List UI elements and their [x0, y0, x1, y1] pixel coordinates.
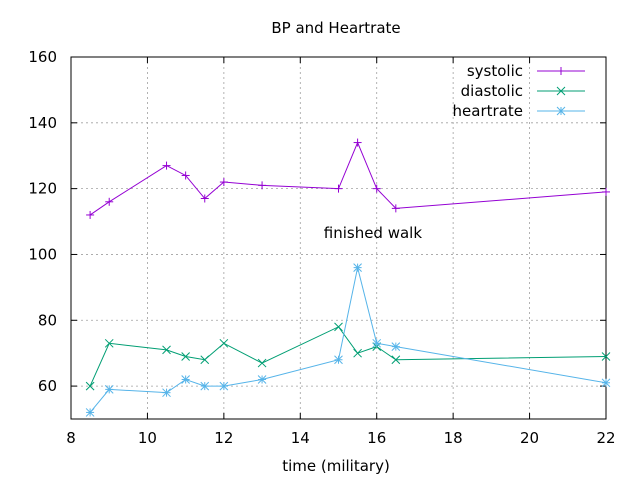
x-tick-label: 16 [367, 429, 386, 447]
data-point-heartrate [104, 385, 114, 394]
annotations: finished walk [324, 224, 423, 242]
data-point-diastolic [200, 355, 210, 365]
legend-label-heartrate: heartrate [453, 102, 523, 120]
y-axis: 60 80 100 120 140 160 [28, 48, 606, 395]
data-point-diastolic [162, 345, 171, 355]
data-point-heartrate [353, 263, 362, 272]
data-point-systolic [372, 184, 381, 193]
data-point-diastolic [104, 338, 114, 348]
data-point-systolic [353, 138, 362, 147]
series-diastolic [85, 322, 611, 391]
data-point-heartrate [85, 408, 95, 417]
x-tick-label: 20 [520, 429, 539, 447]
data-point-diastolic [353, 348, 362, 358]
data-point-diastolic [257, 358, 267, 368]
y-tick-label: 60 [38, 377, 57, 395]
legend-marker-diastolic [556, 86, 566, 96]
x-tick-label: 12 [214, 429, 233, 447]
legend-label-systolic: systolic [467, 62, 523, 80]
data-point-heartrate [391, 342, 401, 351]
plot-frame [70, 56, 607, 420]
data-point-diastolic [334, 322, 343, 332]
data-point-heartrate [181, 375, 190, 384]
y-tick-label: 120 [28, 180, 57, 198]
data-point-heartrate [601, 378, 611, 388]
series-heartrate [85, 263, 611, 417]
series-line-diastolic [89, 326, 607, 387]
data-point-heartrate [200, 381, 210, 391]
data-point-systolic [391, 204, 400, 213]
data-point-heartrate [219, 381, 229, 391]
y-tick-label: 80 [38, 311, 57, 329]
x-tick-label: 10 [138, 429, 157, 447]
data-point-systolic [162, 161, 171, 170]
y-tick-label: 140 [28, 114, 57, 132]
data-point-systolic [258, 181, 267, 190]
data-point-systolic [602, 187, 610, 196]
series-layer [85, 138, 611, 417]
legend-label-diastolic: diastolic [461, 82, 523, 100]
grid [71, 57, 606, 419]
series-line-systolic [89, 141, 607, 216]
data-point-diastolic [391, 355, 401, 365]
data-point-heartrate [162, 388, 171, 398]
data-point-diastolic [601, 352, 611, 361]
y-tick-label: 100 [28, 245, 57, 263]
series-systolic [86, 138, 610, 219]
x-axis-label: time (military) [282, 457, 390, 475]
legend: systolic diastolic heartrate [453, 62, 585, 120]
data-point-diastolic [181, 352, 190, 361]
data-point-systolic [200, 194, 209, 203]
data-point-systolic [334, 184, 343, 193]
data-point-systolic [181, 171, 190, 180]
data-point-systolic [219, 178, 228, 187]
data-point-heartrate [372, 338, 382, 348]
legend-marker-heartrate [556, 106, 566, 116]
y-tick-label: 160 [28, 48, 57, 66]
x-tick-label: 8 [66, 429, 76, 447]
x-tick-label: 18 [444, 429, 463, 447]
data-point-systolic [86, 210, 95, 219]
data-point-diastolic [85, 381, 95, 391]
x-axis: 8 10 12 14 16 18 20 22 [66, 57, 616, 447]
chart-title: BP and Heartrate [271, 19, 400, 37]
data-point-heartrate [257, 375, 267, 384]
data-point-diastolic [219, 338, 229, 348]
x-tick-label: 14 [291, 429, 310, 447]
data-point-heartrate [334, 355, 343, 365]
data-point-systolic [105, 197, 114, 206]
series-line-heartrate [89, 267, 607, 413]
x-tick-label: 22 [596, 429, 615, 447]
legend-marker-systolic [557, 67, 565, 75]
annotation-label: finished walk [324, 224, 423, 242]
